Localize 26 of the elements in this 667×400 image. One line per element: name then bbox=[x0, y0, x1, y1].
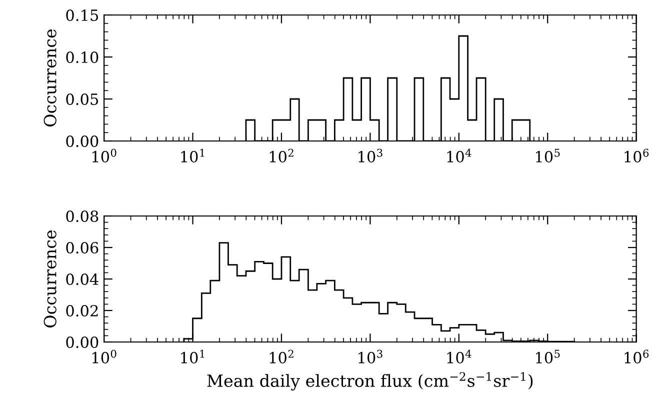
x-tick-label: 10$^{0}$ bbox=[92, 148, 116, 162]
x-tick-label: 10$^{5}$ bbox=[536, 148, 560, 162]
x-axis-title: Mean daily electron flux (cm$^{−2}$s$^{−1}$sr$^{−1}$) bbox=[207, 372, 533, 390]
y-tick-label: 0.15 bbox=[66, 9, 98, 22]
y-tick-label: 0.06 bbox=[66, 242, 98, 254]
x-tick-label: 10$^{5}$ bbox=[536, 350, 560, 364]
x-tick-label: 10$^{0}$ bbox=[92, 350, 116, 364]
x-tick-label: 10$^{1}$ bbox=[181, 350, 204, 364]
x-tick-label: 10$^{6}$ bbox=[624, 350, 649, 364]
y-tick-label: 0.00 bbox=[66, 135, 98, 148]
y-tick-label: 0.10 bbox=[66, 51, 98, 64]
x-tick-label: 10$^{1}$ bbox=[181, 148, 204, 162]
x-tick-label: 10$^{3}$ bbox=[358, 350, 382, 364]
y-axis-title: Occurrence bbox=[44, 230, 56, 328]
x-tick-label: 10$^{2}$ bbox=[270, 350, 294, 364]
y-axis-title: Occurrence bbox=[44, 29, 56, 126]
y-tick-label: 0.00 bbox=[66, 336, 98, 348]
x-tick-label: 10$^{4}$ bbox=[447, 350, 472, 364]
y-tick-label: 0.05 bbox=[66, 93, 98, 106]
y-tick-label: 0.04 bbox=[66, 273, 98, 286]
x-tick-label: 10$^{4}$ bbox=[447, 148, 472, 162]
y-tick-label: 0.08 bbox=[66, 210, 98, 222]
x-tick-label: 10$^{3}$ bbox=[358, 148, 382, 162]
x-tick-label: 10$^{2}$ bbox=[270, 148, 294, 162]
y-tick-label: 0.02 bbox=[66, 304, 98, 317]
x-tick-label: 10$^{6}$ bbox=[624, 148, 649, 162]
